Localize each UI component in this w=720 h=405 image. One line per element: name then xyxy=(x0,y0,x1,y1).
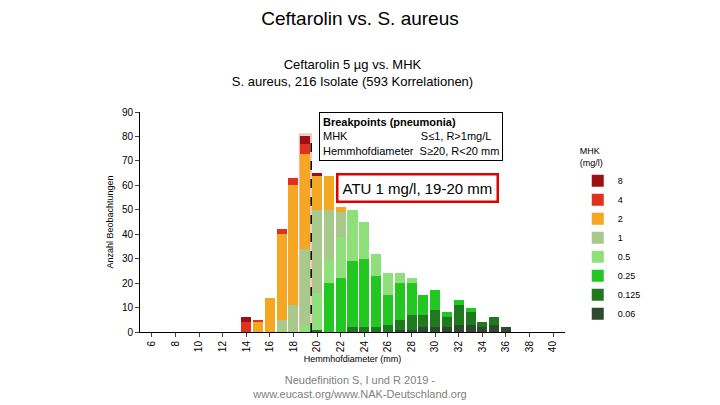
svg-text:Anzahl Beobachtungen: Anzahl Beobachtungen xyxy=(105,175,115,268)
svg-text:10: 10 xyxy=(122,302,134,313)
svg-text:24: 24 xyxy=(359,341,370,353)
svg-text:0.06: 0.06 xyxy=(618,309,636,319)
svg-text:14: 14 xyxy=(241,341,252,353)
svg-text:18: 18 xyxy=(288,341,299,353)
html-text:www.eucast.org/www.NAK-Deutsch: www.eucast.org/www.NAK-Deutschland.org xyxy=(253,388,467,400)
svg-text:0.125: 0.125 xyxy=(618,290,641,300)
svg-text:28: 28 xyxy=(406,341,417,353)
svg-text:26: 26 xyxy=(382,341,393,353)
svg-text:50: 50 xyxy=(122,204,134,215)
svg-text:90: 90 xyxy=(122,107,134,118)
svg-text:0.5: 0.5 xyxy=(618,252,631,262)
svg-text:32: 32 xyxy=(453,341,464,353)
svg-text:80: 80 xyxy=(122,131,134,142)
svg-text:30: 30 xyxy=(429,341,440,353)
html-text:Neudefinition S, I und R 2019: Neudefinition S, I und R 2019 - xyxy=(284,374,436,386)
svg-text:40: 40 xyxy=(547,341,558,353)
svg-text:MHK(mg/l): MHK(mg/l) xyxy=(580,147,603,169)
svg-text:12: 12 xyxy=(217,341,228,353)
svg-text:8: 8 xyxy=(170,341,181,347)
svg-text:20: 20 xyxy=(122,278,134,289)
svg-text:38: 38 xyxy=(524,341,535,353)
svg-text:20: 20 xyxy=(311,341,322,353)
svg-text:0: 0 xyxy=(127,327,133,338)
html-text:Ceftarolin vs. S. aureus: Ceftarolin vs. S. aureus xyxy=(261,8,459,29)
svg-text:16: 16 xyxy=(264,341,275,353)
svg-text:6: 6 xyxy=(146,341,157,347)
svg-text:40: 40 xyxy=(122,229,134,240)
svg-text:1: 1 xyxy=(618,233,623,243)
svg-text:Hemmhofdiameter (mm): Hemmhofdiameter (mm) xyxy=(304,354,402,364)
svg-text:60: 60 xyxy=(122,180,134,191)
svg-text:8: 8 xyxy=(618,176,623,186)
svg-text:70: 70 xyxy=(122,155,134,166)
svg-text:Ceftarolin 5 µg vs. MHKS. aure: Ceftarolin 5 µg vs. MHKS. aureus, 216 Is… xyxy=(232,57,473,89)
svg-text:Breakpoints (pneumonia)MHK: Breakpoints (pneumonia)MHK S≤1, R>1mg/LH… xyxy=(323,116,499,157)
svg-text:22: 22 xyxy=(335,341,346,353)
svg-text:36: 36 xyxy=(500,341,511,353)
svg-text:ATU 1 mg/l, 19-20 mm: ATU 1 mg/l, 19-20 mm xyxy=(343,180,493,197)
svg-text:0.25: 0.25 xyxy=(618,271,636,281)
svg-text:34: 34 xyxy=(477,341,488,353)
svg-text:10: 10 xyxy=(193,341,204,353)
svg-text:2: 2 xyxy=(618,214,623,224)
svg-text:4: 4 xyxy=(618,195,623,205)
svg-text:30: 30 xyxy=(122,253,134,264)
